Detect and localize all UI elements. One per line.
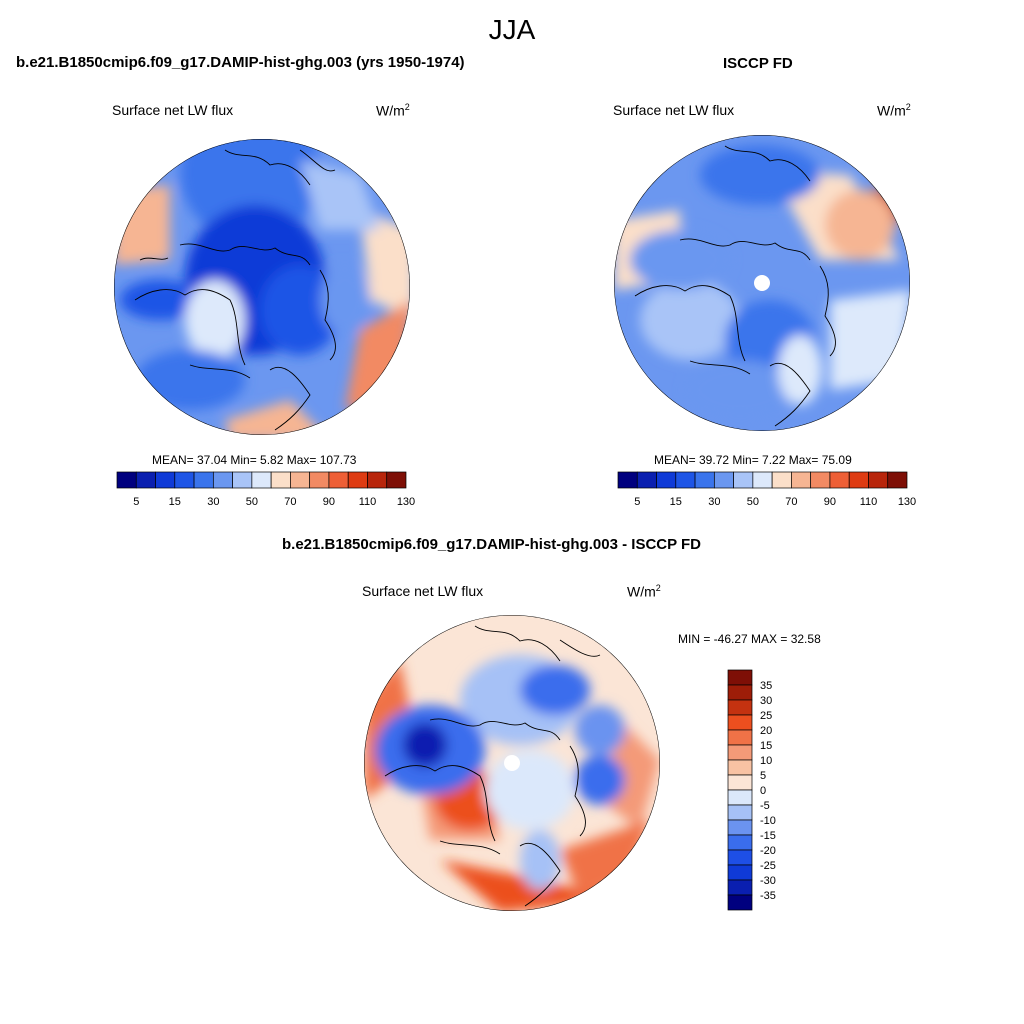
panel1-colorbar-label: 90 — [323, 496, 335, 508]
diff-colorbar-label: -15 — [760, 830, 776, 842]
panel1-stats: MEAN= 37.04 Min= 5.82 Max= 107.73 — [152, 453, 357, 467]
panel1-colorbar-box — [193, 471, 214, 489]
panel2-colorbar-box — [694, 471, 715, 489]
panel1-colorbar-box — [347, 471, 368, 489]
panel2-colorbar-box — [791, 471, 812, 489]
panel2-stats: MEAN= 39.72 Min= 7.22 Max= 75.09 — [654, 453, 852, 467]
diff-panel-units: W/m2 — [627, 583, 661, 600]
panel2-colorbar-box — [868, 471, 889, 489]
diff-colorbar-box — [727, 804, 753, 821]
panel1-map — [114, 139, 410, 435]
panel1-colorbar: 5 15 30 50 70 90 110 130 — [116, 471, 415, 508]
diff-colorbar-label: -35 — [760, 890, 776, 902]
diff-colorbar-box — [727, 879, 753, 896]
panel2-colorbar-label: 15 — [670, 496, 682, 508]
panel1-colorbar-label: 50 — [246, 496, 258, 508]
panel1-colorbar-label: 30 — [207, 496, 219, 508]
panel1-colorbar-box — [290, 471, 311, 489]
panel2-colorbar-box — [752, 471, 773, 489]
diff-colorbar-label: -25 — [760, 860, 776, 872]
panel2-colorbar-box — [713, 471, 734, 489]
diff-colorbar-label: 35 — [760, 680, 772, 692]
panel2-colorbar-label: 50 — [747, 496, 759, 508]
panel2-map — [614, 135, 910, 431]
diff-colorbar-label: 30 — [760, 695, 772, 707]
panel2-colorbar-label: 110 — [860, 496, 878, 508]
diff-colorbar-label: -20 — [760, 845, 776, 857]
panel2-colorbar-box — [810, 471, 831, 489]
panel2-colorbar-box — [887, 471, 908, 489]
diff-colorbar-label: -5 — [760, 800, 770, 812]
panel2-title: ISCCP FD — [723, 55, 793, 72]
panel2-colorbar-box — [733, 471, 754, 489]
diff-colorbar-label: 0 — [760, 785, 766, 797]
panel2-colorbar-label: 70 — [785, 496, 797, 508]
figure-title: JJA — [488, 14, 536, 45]
diff-panel-map — [364, 615, 660, 911]
diff-colorbar-box — [727, 819, 753, 836]
diff-panel-title: b.e21.B1850cmip6.f09_g17.DAMIP-hist-ghg.… — [282, 536, 702, 553]
panel2-colorbar-box — [829, 471, 850, 489]
panel2-colorbar-label: 5 — [634, 496, 640, 508]
panel1-units: W/m2 — [376, 102, 410, 119]
panel2-colorbar: 5 15 30 50 70 90 110 130 — [617, 471, 916, 508]
diff-colorbar-box — [727, 834, 753, 851]
panel1-colorbar-label: 130 — [397, 496, 415, 508]
diff-colorbar-box — [727, 759, 753, 776]
diff-colorbar-box — [727, 684, 753, 701]
diff-colorbar-label: 15 — [760, 740, 772, 752]
diff-colorbar-label: 5 — [760, 770, 766, 782]
panel1-colorbar-box — [155, 471, 176, 489]
panel2-units: W/m2 — [877, 102, 911, 119]
panel1-title: b.e21.B1850cmip6.f09_g17.DAMIP-hist-ghg.… — [16, 54, 465, 71]
panel1-colorbar-box — [232, 471, 253, 489]
panel1-colorbar-box — [251, 471, 272, 489]
diff-colorbar-label: -10 — [760, 815, 776, 827]
diff-colorbar-box — [727, 789, 753, 806]
panel2-colorbar-box — [636, 471, 657, 489]
panel2-colorbar-label: 30 — [708, 496, 720, 508]
panel1-colorbar-box — [135, 471, 156, 489]
diff-colorbar-box — [727, 699, 753, 716]
diff-colorbar-box — [727, 774, 753, 791]
panel1-variable: Surface net LW flux — [112, 102, 234, 118]
diff-colorbar-box — [727, 669, 753, 686]
diff-colorbar-box — [727, 894, 753, 911]
panel1-colorbar-box — [328, 471, 349, 489]
diff-panel-variable: Surface net LW flux — [362, 583, 484, 599]
diff-colorbar-box — [727, 864, 753, 881]
panel1-colorbar-box — [386, 471, 407, 489]
panel1-colorbar-box — [212, 471, 233, 489]
panel2-colorbar-box — [617, 471, 638, 489]
panel2-colorbar-box — [675, 471, 696, 489]
panel2-variable: Surface net LW flux — [613, 102, 735, 118]
diff-colorbar-box — [727, 744, 753, 761]
diff-colorbar-box — [727, 849, 753, 866]
diff-colorbar-box — [727, 714, 753, 731]
panel1-colorbar-label: 15 — [169, 496, 181, 508]
diff-colorbar-label: -30 — [760, 875, 776, 887]
panel1-colorbar-box — [174, 471, 195, 489]
panel2-colorbar-box — [771, 471, 792, 489]
panel1-colorbar-box — [309, 471, 330, 489]
diff-colorbar-box — [727, 729, 753, 746]
panel2-colorbar-box — [656, 471, 677, 489]
diff-colorbar-label: 25 — [760, 710, 772, 722]
panel1-colorbar-label: 110 — [359, 496, 377, 508]
panel1-colorbar-box — [367, 471, 388, 489]
diff-panel-stats: MIN = -46.27 MAX = 32.58 — [678, 632, 821, 646]
panel1-colorbar-box — [270, 471, 291, 489]
panel1-colorbar-box — [116, 471, 137, 489]
diff-colorbar-label: 20 — [760, 725, 772, 737]
panel2-colorbar-label: 130 — [898, 496, 916, 508]
diff-colorbar-label: 10 — [760, 755, 772, 767]
panel2-colorbar-label: 90 — [824, 496, 836, 508]
diff-colorbar: 35 30 25 20 15 10 5 0 -5 -10 -15 -20 -25 -30 -35 — [727, 669, 776, 911]
panel1-colorbar-label: 70 — [284, 496, 296, 508]
panel1-colorbar-label: 5 — [133, 496, 139, 508]
panel2-colorbar-box — [848, 471, 869, 489]
